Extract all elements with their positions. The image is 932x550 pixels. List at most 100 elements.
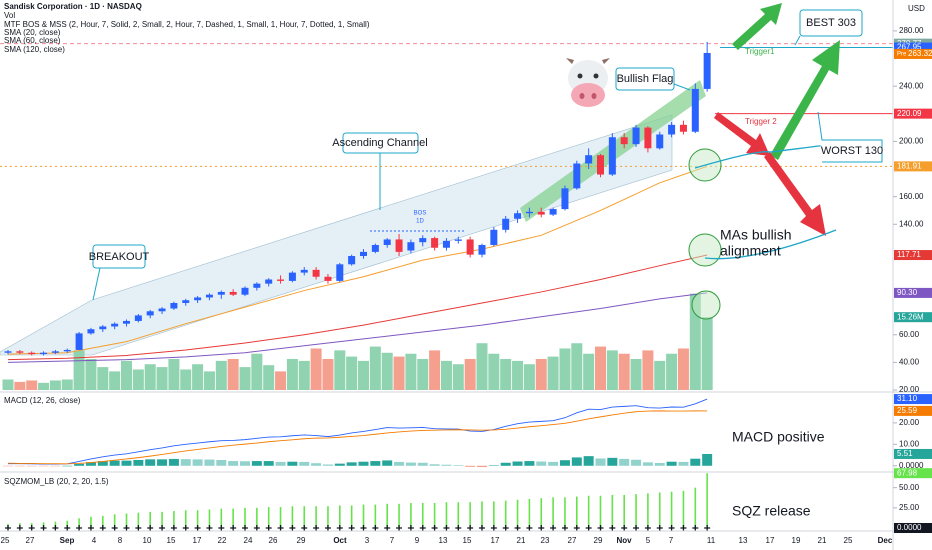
- annotation: BEST 303: [806, 17, 856, 29]
- x-tick-label: Dec: [878, 536, 893, 545]
- sqz-bar: [78, 518, 80, 528]
- arrow-down: [764, 152, 826, 236]
- squeeze-cross: [407, 525, 414, 531]
- candle-body: [407, 242, 415, 251]
- price-label: 267.95: [897, 43, 922, 52]
- cow-nostril: [579, 93, 585, 99]
- macd-histogram-bar: [512, 461, 523, 466]
- squeeze-cross: [443, 525, 450, 531]
- sqz-bar: [670, 491, 673, 528]
- price-label-box: [894, 287, 932, 298]
- sqz-bar: [374, 504, 377, 528]
- candle-body: [241, 287, 249, 295]
- volume-bar: [49, 380, 61, 390]
- volume-bar: [215, 360, 227, 390]
- cow-nostril: [591, 93, 597, 99]
- y-tick-label: 140.00: [899, 219, 924, 228]
- annotation: MACD positive: [732, 429, 825, 445]
- candle-body: [194, 297, 202, 301]
- x-tick-label: Oct: [333, 536, 347, 545]
- macd-histogram-bar: [299, 461, 310, 466]
- squeeze-cross: [656, 525, 663, 531]
- squeeze-cross: [585, 525, 592, 531]
- volume-bar: [559, 348, 571, 390]
- sqz-bar: [256, 507, 258, 528]
- candle-body: [182, 300, 190, 303]
- cow-eye: [593, 73, 599, 79]
- x-tick-label: 26: [269, 536, 278, 545]
- macd-histogram-bar: [370, 461, 381, 466]
- squeeze-cross: [289, 525, 296, 531]
- x-tick-label: 13: [439, 536, 448, 545]
- squeeze-cross: [265, 525, 272, 531]
- sqz-bar: [362, 504, 365, 528]
- sqz-bar: [540, 498, 543, 528]
- volume-bar: [109, 371, 121, 390]
- volume-bar: [452, 364, 464, 390]
- volume-bar: [168, 358, 180, 390]
- volume-bar: [464, 358, 476, 390]
- squeeze-cross: [396, 525, 403, 531]
- macd-histogram-bar: [690, 458, 701, 466]
- annotation: 1D: [416, 219, 424, 225]
- annotation: alignment: [720, 243, 781, 259]
- macd-histogram-bar: [548, 461, 559, 466]
- squeeze-cross: [253, 525, 260, 531]
- squeeze-cross: [573, 525, 580, 531]
- volume-bar: [440, 360, 452, 390]
- candle-body: [383, 239, 391, 245]
- candle-body: [158, 308, 166, 312]
- macd-histogram-bar: [14, 465, 25, 467]
- callout-box: [817, 111, 883, 163]
- macd-histogram-bar: [358, 461, 369, 466]
- squeeze-cross: [550, 525, 557, 531]
- y-tick-label: 280.00: [899, 26, 924, 35]
- sma-line: [7, 165, 708, 355]
- sqz-bar: [611, 494, 614, 528]
- candle-body: [99, 326, 107, 330]
- squeeze-cross: [159, 525, 166, 531]
- volume-bar: [595, 346, 606, 390]
- sqz-bar: [481, 501, 483, 528]
- macd-histogram-bar: [429, 464, 440, 466]
- macd-histogram-bar: [157, 459, 168, 466]
- sqz-bar: [504, 500, 507, 528]
- squeeze-cross: [479, 525, 485, 531]
- squeeze-cross: [206, 525, 213, 531]
- sqz-bar: [647, 493, 649, 528]
- candle-body: [170, 302, 178, 309]
- x-tick-label: 19: [792, 536, 801, 545]
- annotation: SQZ release: [732, 503, 811, 519]
- highlight-circle: [691, 290, 721, 320]
- annotation: Ascending Channel: [332, 137, 427, 149]
- x-tick-label: 25: [1, 536, 10, 545]
- volume-bar: [85, 358, 97, 390]
- x-tick-label: 23: [541, 536, 550, 545]
- candle-body: [608, 137, 616, 175]
- squeeze-cross: [111, 525, 118, 531]
- x-tick-label: 27: [26, 536, 35, 545]
- squeeze-cross: [135, 525, 142, 531]
- x-tick-label: 4: [92, 536, 97, 545]
- macd-histogram-bar: [85, 462, 96, 466]
- macd-histogram-bar: [500, 462, 511, 466]
- macd-histogram-bar: [607, 457, 618, 466]
- x-tick-label: 10: [143, 536, 152, 545]
- volume-bar: [677, 348, 689, 390]
- squeeze-cross: [147, 525, 154, 531]
- y-tick-label: 20.00: [899, 418, 920, 427]
- annotation: Bullish Flag: [617, 73, 674, 85]
- sqz-bar: [303, 506, 306, 528]
- volume-bar: [192, 364, 204, 390]
- candle-body: [668, 124, 676, 135]
- macd-histogram-bar: [74, 463, 85, 466]
- y-tick-label: 50.00: [899, 483, 920, 492]
- squeeze-cross: [597, 525, 604, 531]
- squeeze-cross: [490, 525, 497, 531]
- volume-bar: [14, 381, 26, 390]
- macd-histogram-bar: [121, 460, 132, 466]
- volume-bar: [286, 358, 298, 390]
- macd-line: [7, 410, 708, 465]
- volume-bar: [642, 350, 654, 390]
